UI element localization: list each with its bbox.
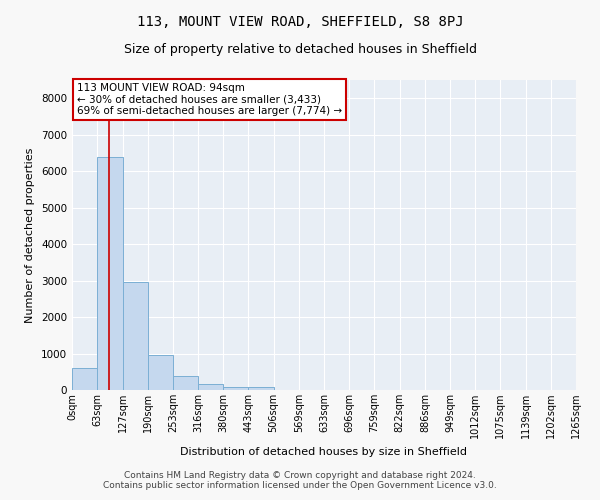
Bar <box>198 384 223 390</box>
Bar <box>148 355 173 390</box>
Text: Size of property relative to detached houses in Sheffield: Size of property relative to detached ho… <box>124 42 476 56</box>
Text: Contains HM Land Registry data © Crown copyright and database right 2024.
Contai: Contains HM Land Registry data © Crown c… <box>103 470 497 490</box>
Bar <box>173 376 198 390</box>
X-axis label: Distribution of detached houses by size in Sheffield: Distribution of detached houses by size … <box>181 446 467 456</box>
Bar <box>223 386 248 390</box>
Text: 113 MOUNT VIEW ROAD: 94sqm
← 30% of detached houses are smaller (3,433)
69% of s: 113 MOUNT VIEW ROAD: 94sqm ← 30% of deta… <box>77 83 342 116</box>
Text: 113, MOUNT VIEW ROAD, SHEFFIELD, S8 8PJ: 113, MOUNT VIEW ROAD, SHEFFIELD, S8 8PJ <box>137 15 463 29</box>
Bar <box>72 368 97 390</box>
Bar <box>248 388 274 390</box>
Bar <box>97 156 122 390</box>
Y-axis label: Number of detached properties: Number of detached properties <box>25 148 35 322</box>
Bar <box>122 282 148 390</box>
